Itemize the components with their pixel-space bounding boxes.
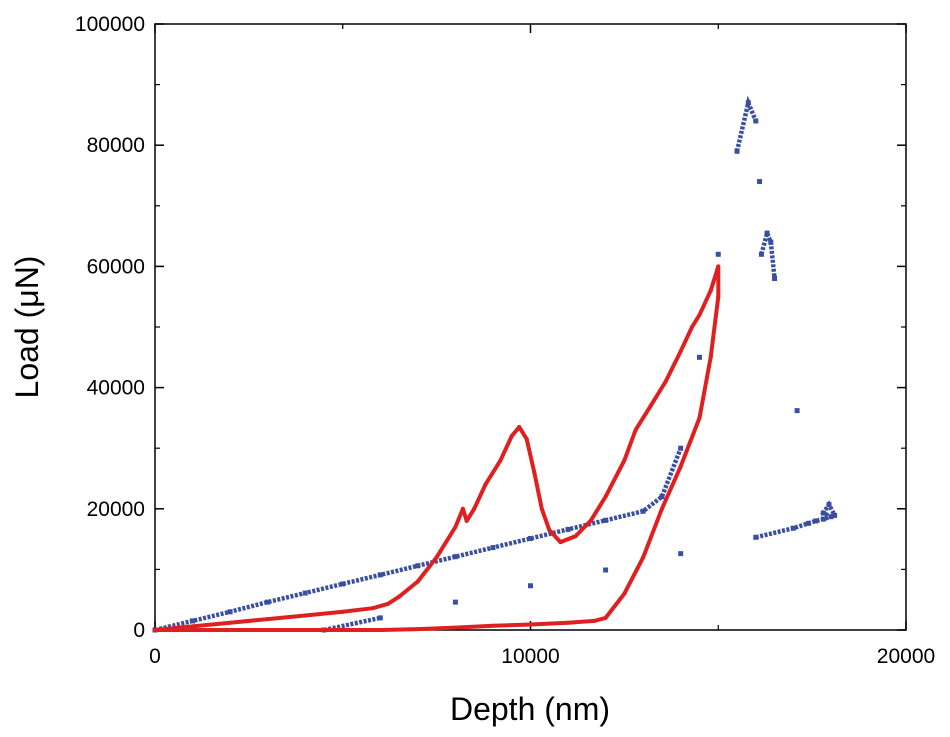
data-point — [524, 437, 529, 442]
data-point — [708, 288, 713, 293]
data-point — [453, 524, 458, 529]
data-point — [697, 415, 702, 420]
data-point — [190, 628, 195, 632]
data-point — [678, 349, 683, 354]
data-point — [303, 613, 308, 618]
data-point — [528, 535, 533, 541]
data-point — [716, 264, 721, 269]
y-tick-label: 100000 — [75, 13, 145, 36]
y-tick-label: 0 — [133, 619, 145, 642]
data-point — [370, 606, 375, 611]
series-0-dots — [323, 615, 381, 633]
data-point — [764, 230, 770, 236]
data-point — [453, 625, 458, 630]
data-point — [464, 518, 469, 523]
data-point — [592, 618, 597, 623]
data-point — [509, 434, 514, 439]
data-point — [697, 312, 702, 317]
data-point — [517, 424, 522, 429]
data-point — [603, 567, 609, 573]
series-layer — [152, 95, 838, 633]
data-point — [547, 528, 552, 533]
data-point — [490, 623, 495, 628]
data-point — [532, 470, 537, 475]
data-point — [678, 464, 683, 469]
data-point — [588, 518, 593, 523]
data-point — [659, 494, 665, 500]
data-point — [603, 494, 608, 499]
data-point — [603, 615, 608, 620]
data-point — [460, 506, 465, 511]
data-point — [377, 615, 383, 621]
x-tick-label: 10000 — [501, 645, 559, 668]
data-point — [528, 622, 533, 627]
series-1-line — [153, 264, 721, 632]
data-point — [415, 579, 420, 584]
data-point — [696, 354, 702, 360]
data-point — [794, 408, 800, 414]
data-point — [573, 534, 578, 539]
data-point — [415, 627, 420, 632]
series-0-dots — [154, 447, 683, 633]
data-point — [772, 276, 778, 282]
data-point — [472, 506, 477, 511]
data-point — [716, 294, 721, 299]
data-point — [498, 458, 503, 463]
data-point — [483, 482, 488, 487]
data-point — [659, 506, 664, 511]
y-tick-label: 40000 — [87, 377, 145, 400]
series-0-dots — [759, 226, 777, 279]
series-0-dots — [734, 95, 758, 152]
data-point — [528, 583, 533, 589]
data-point — [539, 506, 544, 511]
data-point — [397, 594, 402, 599]
data-point — [265, 628, 270, 632]
data-point — [228, 620, 233, 625]
data-point — [378, 628, 383, 632]
data-point — [385, 601, 390, 606]
data-point — [265, 599, 271, 605]
data-point — [558, 540, 563, 545]
data-point — [340, 609, 345, 614]
data-point — [153, 628, 157, 632]
y-axis-ticks: 0 20000 40000 60000 80000 100000 — [75, 13, 906, 642]
data-point — [340, 581, 346, 587]
data-point — [452, 599, 458, 605]
data-point — [813, 518, 819, 524]
data-point — [434, 555, 439, 560]
y-tick-label: 60000 — [87, 255, 145, 278]
data-point — [648, 403, 653, 408]
y-axis-title: Load (μN) — [9, 256, 45, 399]
data-point — [340, 628, 345, 632]
data-point — [689, 325, 694, 329]
x-axis-ticks: 0 10000 20000 — [149, 24, 935, 668]
data-point — [757, 179, 763, 185]
x-axis-title: Depth (nm) — [450, 691, 610, 727]
data-point — [622, 591, 627, 596]
data-point — [452, 554, 458, 560]
data-point — [566, 620, 571, 625]
data-point — [708, 355, 713, 360]
y-tick-label: 80000 — [87, 134, 145, 157]
data-point — [265, 617, 270, 622]
data-point — [303, 628, 308, 632]
data-point — [633, 428, 638, 433]
series-0-dots — [755, 500, 837, 540]
data-point — [190, 624, 195, 629]
x-tick-label: 0 — [149, 645, 161, 668]
data-point — [678, 551, 684, 557]
data-point — [715, 251, 721, 257]
y-tick-label: 20000 — [87, 498, 145, 521]
data-point — [228, 628, 233, 632]
data-point — [641, 555, 646, 560]
data-point — [663, 379, 668, 384]
x-tick-label: 20000 — [877, 645, 935, 668]
data-point — [622, 458, 627, 463]
